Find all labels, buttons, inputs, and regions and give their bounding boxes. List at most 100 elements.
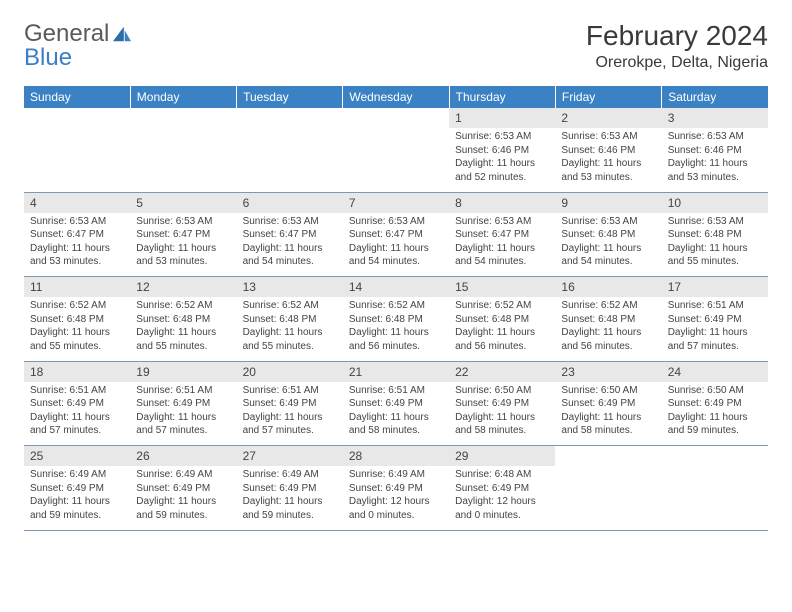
daylight-text: and 54 minutes. bbox=[349, 255, 443, 269]
day-number-cell: 18 bbox=[24, 361, 130, 382]
sunset-text: Sunset: 6:49 PM bbox=[30, 482, 124, 496]
daylight-text: and 52 minutes. bbox=[455, 171, 549, 185]
daylight-text: Daylight: 11 hours bbox=[136, 242, 230, 256]
sunrise-text: Sunrise: 6:52 AM bbox=[136, 299, 230, 313]
daylight-text: Daylight: 12 hours bbox=[455, 495, 549, 509]
day-detail-row: Sunrise: 6:51 AMSunset: 6:49 PMDaylight:… bbox=[24, 382, 768, 446]
calendar-body: 123Sunrise: 6:53 AMSunset: 6:46 PMDaylig… bbox=[24, 108, 768, 530]
daylight-text: Daylight: 11 hours bbox=[243, 495, 337, 509]
sunrise-text: Sunrise: 6:53 AM bbox=[668, 215, 762, 229]
weekday-header: Sunday bbox=[24, 86, 130, 108]
day-detail-cell: Sunrise: 6:51 AMSunset: 6:49 PMDaylight:… bbox=[24, 382, 130, 446]
daylight-text: Daylight: 11 hours bbox=[455, 157, 549, 171]
day-detail-cell: Sunrise: 6:49 AMSunset: 6:49 PMDaylight:… bbox=[130, 466, 236, 530]
day-detail-cell: Sunrise: 6:53 AMSunset: 6:46 PMDaylight:… bbox=[449, 128, 555, 192]
day-detail-cell: Sunrise: 6:53 AMSunset: 6:47 PMDaylight:… bbox=[237, 213, 343, 277]
sunrise-text: Sunrise: 6:53 AM bbox=[561, 215, 655, 229]
day-number-cell: 14 bbox=[343, 277, 449, 298]
weekday-header-row: Sunday Monday Tuesday Wednesday Thursday… bbox=[24, 86, 768, 108]
day-detail-cell: Sunrise: 6:53 AMSunset: 6:47 PMDaylight:… bbox=[343, 213, 449, 277]
sunset-text: Sunset: 6:48 PM bbox=[561, 228, 655, 242]
day-detail-cell: Sunrise: 6:52 AMSunset: 6:48 PMDaylight:… bbox=[449, 297, 555, 361]
day-detail-cell: Sunrise: 6:53 AMSunset: 6:48 PMDaylight:… bbox=[555, 213, 661, 277]
daylight-text: and 0 minutes. bbox=[349, 509, 443, 523]
day-number-cell: 24 bbox=[662, 361, 768, 382]
daylight-text: and 59 minutes. bbox=[30, 509, 124, 523]
day-detail-cell bbox=[555, 466, 661, 530]
day-detail-cell: Sunrise: 6:50 AMSunset: 6:49 PMDaylight:… bbox=[555, 382, 661, 446]
daylight-text: and 56 minutes. bbox=[561, 340, 655, 354]
daylight-text: Daylight: 11 hours bbox=[30, 411, 124, 425]
sunset-text: Sunset: 6:49 PM bbox=[561, 397, 655, 411]
logo-word2: Blue bbox=[24, 44, 72, 72]
daylight-text: and 59 minutes. bbox=[136, 509, 230, 523]
day-number-cell: 13 bbox=[237, 277, 343, 298]
sunrise-text: Sunrise: 6:50 AM bbox=[668, 384, 762, 398]
day-number-cell: 26 bbox=[130, 446, 236, 467]
daylight-text: and 57 minutes. bbox=[136, 424, 230, 438]
daylight-text: and 53 minutes. bbox=[561, 171, 655, 185]
sunset-text: Sunset: 6:49 PM bbox=[136, 482, 230, 496]
day-number-cell bbox=[24, 108, 130, 128]
daylight-text: and 55 minutes. bbox=[136, 340, 230, 354]
day-number-row: 45678910 bbox=[24, 192, 768, 213]
sunrise-text: Sunrise: 6:53 AM bbox=[30, 215, 124, 229]
daylight-text: and 54 minutes. bbox=[561, 255, 655, 269]
sunset-text: Sunset: 6:47 PM bbox=[30, 228, 124, 242]
daylight-text: Daylight: 11 hours bbox=[668, 242, 762, 256]
daylight-text: and 58 minutes. bbox=[455, 424, 549, 438]
day-detail-row: Sunrise: 6:53 AMSunset: 6:46 PMDaylight:… bbox=[24, 128, 768, 192]
day-number-cell: 12 bbox=[130, 277, 236, 298]
daylight-text: Daylight: 11 hours bbox=[243, 411, 337, 425]
sunset-text: Sunset: 6:49 PM bbox=[668, 313, 762, 327]
day-detail-cell: Sunrise: 6:49 AMSunset: 6:49 PMDaylight:… bbox=[24, 466, 130, 530]
daylight-text: and 57 minutes. bbox=[30, 424, 124, 438]
daylight-text: Daylight: 11 hours bbox=[668, 326, 762, 340]
day-number-row: 2526272829 bbox=[24, 446, 768, 467]
sunset-text: Sunset: 6:48 PM bbox=[243, 313, 337, 327]
sunset-text: Sunset: 6:46 PM bbox=[561, 144, 655, 158]
daylight-text: and 53 minutes. bbox=[136, 255, 230, 269]
sunrise-text: Sunrise: 6:50 AM bbox=[561, 384, 655, 398]
header: General February 2024 Orerokpe, Delta, N… bbox=[24, 20, 768, 72]
day-number-cell bbox=[343, 108, 449, 128]
day-number-cell: 11 bbox=[24, 277, 130, 298]
sunset-text: Sunset: 6:48 PM bbox=[30, 313, 124, 327]
day-number-cell: 5 bbox=[130, 192, 236, 213]
daylight-text: Daylight: 11 hours bbox=[561, 157, 655, 171]
daylight-text: and 59 minutes. bbox=[668, 424, 762, 438]
day-number-cell: 4 bbox=[24, 192, 130, 213]
sunset-text: Sunset: 6:49 PM bbox=[349, 482, 443, 496]
sunrise-text: Sunrise: 6:51 AM bbox=[243, 384, 337, 398]
daylight-text: and 56 minutes. bbox=[349, 340, 443, 354]
day-number-cell: 25 bbox=[24, 446, 130, 467]
daylight-text: and 53 minutes. bbox=[668, 171, 762, 185]
day-detail-cell: Sunrise: 6:51 AMSunset: 6:49 PMDaylight:… bbox=[130, 382, 236, 446]
day-number-cell: 7 bbox=[343, 192, 449, 213]
sunrise-text: Sunrise: 6:52 AM bbox=[561, 299, 655, 313]
day-detail-cell: Sunrise: 6:52 AMSunset: 6:48 PMDaylight:… bbox=[343, 297, 449, 361]
weekday-header: Saturday bbox=[662, 86, 768, 108]
day-detail-cell: Sunrise: 6:51 AMSunset: 6:49 PMDaylight:… bbox=[343, 382, 449, 446]
weekday-header: Friday bbox=[555, 86, 661, 108]
day-detail-cell bbox=[237, 128, 343, 192]
sunrise-text: Sunrise: 6:49 AM bbox=[243, 468, 337, 482]
daylight-text: Daylight: 11 hours bbox=[30, 495, 124, 509]
daylight-text: Daylight: 11 hours bbox=[561, 411, 655, 425]
day-detail-row: Sunrise: 6:49 AMSunset: 6:49 PMDaylight:… bbox=[24, 466, 768, 530]
daylight-text: and 58 minutes. bbox=[561, 424, 655, 438]
daylight-text: Daylight: 12 hours bbox=[349, 495, 443, 509]
sunset-text: Sunset: 6:49 PM bbox=[455, 482, 549, 496]
daylight-text: and 0 minutes. bbox=[455, 509, 549, 523]
day-detail-cell: Sunrise: 6:53 AMSunset: 6:47 PMDaylight:… bbox=[449, 213, 555, 277]
day-number-cell: 2 bbox=[555, 108, 661, 128]
sunset-text: Sunset: 6:49 PM bbox=[243, 482, 337, 496]
sunrise-text: Sunrise: 6:52 AM bbox=[30, 299, 124, 313]
sunset-text: Sunset: 6:48 PM bbox=[455, 313, 549, 327]
day-number-cell: 1 bbox=[449, 108, 555, 128]
sunrise-text: Sunrise: 6:52 AM bbox=[243, 299, 337, 313]
daylight-text: and 57 minutes. bbox=[243, 424, 337, 438]
day-number-cell: 23 bbox=[555, 361, 661, 382]
day-number-cell: 17 bbox=[662, 277, 768, 298]
sunset-text: Sunset: 6:49 PM bbox=[243, 397, 337, 411]
